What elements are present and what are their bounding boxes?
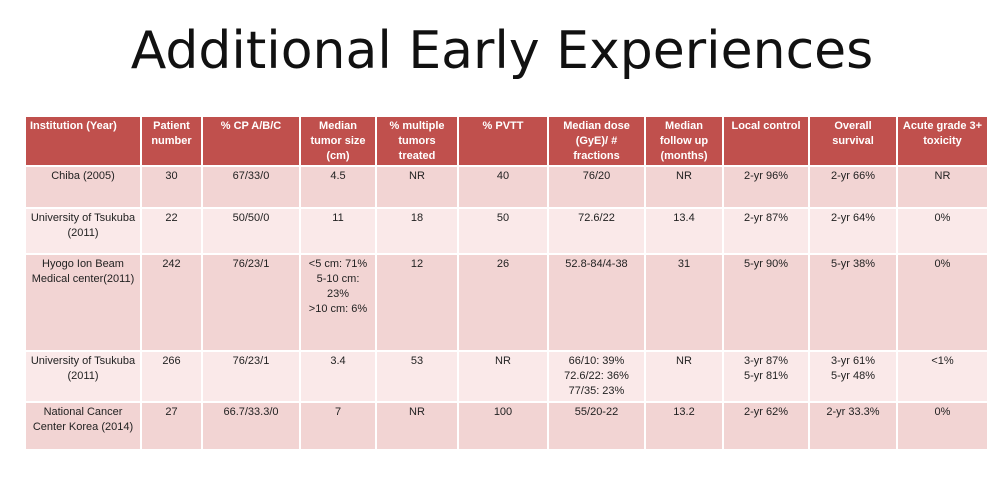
table-row: Hyogo Ion Beam Medical center(2011) 242 … bbox=[26, 254, 989, 352]
cell-median-follow-up: 13.4 bbox=[645, 208, 724, 255]
header-median-follow-up: Median follow up (months) bbox=[645, 117, 724, 167]
cell-median-dose: 76/20 bbox=[548, 166, 646, 209]
cell-multiple-tumors: 53 bbox=[376, 351, 459, 403]
cell-multiple-tumors: 12 bbox=[376, 254, 459, 352]
cell-overall-survival: 2-yr 33.3% bbox=[809, 402, 898, 451]
cell-institution: University of Tsukuba (2011) bbox=[26, 351, 142, 403]
cell-institution: National Cancer Center Korea (2014) bbox=[26, 402, 142, 451]
cell-acute-toxicity: NR bbox=[897, 166, 989, 209]
cell-local-control: 5-yr 90% bbox=[723, 254, 810, 352]
cell-median-dose: 52.8-84/4-38 bbox=[548, 254, 646, 352]
header-multiple-tumors: % multiple tumors treated bbox=[376, 117, 459, 167]
table-row: National Cancer Center Korea (2014) 27 6… bbox=[26, 402, 989, 451]
cell-cp-abc: 66.7/33.3/0 bbox=[202, 402, 301, 451]
cell-cp-abc: 67/33/0 bbox=[202, 166, 301, 209]
header-overall-survival: Overall survival bbox=[809, 117, 898, 167]
cell-median-tumor-size: <5 cm: 71% 5-10 cm: 23% >10 cm: 6% bbox=[300, 254, 377, 352]
header-acute-toxicity: Acute grade 3+ toxicity bbox=[897, 117, 989, 167]
cell-patient-number: 22 bbox=[141, 208, 203, 255]
cell-multiple-tumors: 18 bbox=[376, 208, 459, 255]
header-patient-number: Patient number bbox=[141, 117, 203, 167]
cell-acute-toxicity: 0% bbox=[897, 402, 989, 451]
cell-local-control: 2-yr 87% bbox=[723, 208, 810, 255]
table-row: University of Tsukuba (2011) 266 76/23/1… bbox=[26, 351, 989, 403]
header-institution: Institution (Year) bbox=[26, 117, 142, 167]
cell-institution: Chiba (2005) bbox=[26, 166, 142, 209]
cell-median-follow-up: 31 bbox=[645, 254, 724, 352]
slide-title: Additional Early Experiences bbox=[130, 21, 874, 81]
cell-overall-survival: 2-yr 64% bbox=[809, 208, 898, 255]
cell-median-dose: 66/10: 39% 72.6/22: 36% 77/35: 23% bbox=[548, 351, 646, 403]
cell-median-dose: 72.6/22 bbox=[548, 208, 646, 255]
table-row: Chiba (2005) 30 67/33/0 4.5 NR 40 76/20 … bbox=[26, 166, 989, 209]
cell-multiple-tumors: NR bbox=[376, 402, 459, 451]
header-cp-abc: % CP A/B/C bbox=[202, 117, 301, 167]
cell-acute-toxicity: <1% bbox=[897, 351, 989, 403]
header-median-dose: Median dose (GyE)/ # fractions bbox=[548, 117, 646, 167]
cell-pvtt: 50 bbox=[458, 208, 549, 255]
cell-median-tumor-size: 11 bbox=[300, 208, 377, 255]
cell-pvtt: 100 bbox=[458, 402, 549, 451]
cell-median-tumor-size: 7 bbox=[300, 402, 377, 451]
cell-pvtt: 40 bbox=[458, 166, 549, 209]
cell-median-dose: 55/20-22 bbox=[548, 402, 646, 451]
cell-pvtt: NR bbox=[458, 351, 549, 403]
cell-local-control: 3-yr 87% 5-yr 81% bbox=[723, 351, 810, 403]
cell-median-tumor-size: 3.4 bbox=[300, 351, 377, 403]
cell-acute-toxicity: 0% bbox=[897, 254, 989, 352]
cell-institution: Hyogo Ion Beam Medical center(2011) bbox=[26, 254, 142, 352]
cell-patient-number: 266 bbox=[141, 351, 203, 403]
cell-local-control: 2-yr 96% bbox=[723, 166, 810, 209]
cell-cp-abc: 76/23/1 bbox=[202, 351, 301, 403]
cell-patient-number: 242 bbox=[141, 254, 203, 352]
header-local-control: Local control bbox=[723, 117, 810, 167]
table-row: University of Tsukuba (2011) 22 50/50/0 … bbox=[26, 208, 989, 255]
cell-local-control: 2-yr 62% bbox=[723, 402, 810, 451]
cell-median-follow-up: 13.2 bbox=[645, 402, 724, 451]
header-pvtt: % PVTT bbox=[458, 117, 549, 167]
cell-overall-survival: 5-yr 38% bbox=[809, 254, 898, 352]
cell-overall-survival: 3-yr 61% 5-yr 48% bbox=[809, 351, 898, 403]
cell-patient-number: 27 bbox=[141, 402, 203, 451]
header-median-tumor-size: Median tumor size (cm) bbox=[300, 117, 377, 167]
cell-pvtt: 26 bbox=[458, 254, 549, 352]
cell-patient-number: 30 bbox=[141, 166, 203, 209]
cell-multiple-tumors: NR bbox=[376, 166, 459, 209]
cell-overall-survival: 2-yr 66% bbox=[809, 166, 898, 209]
table-header-row: Institution (Year) Patient number % CP A… bbox=[26, 117, 989, 167]
cell-median-tumor-size: 4.5 bbox=[300, 166, 377, 209]
cell-cp-abc: 76/23/1 bbox=[202, 254, 301, 352]
cell-acute-toxicity: 0% bbox=[897, 208, 989, 255]
cell-cp-abc: 50/50/0 bbox=[202, 208, 301, 255]
cell-median-follow-up: NR bbox=[645, 351, 724, 403]
cell-median-follow-up: NR bbox=[645, 166, 724, 209]
cell-institution: University of Tsukuba (2011) bbox=[26, 208, 142, 255]
experience-table: Institution (Year) Patient number % CP A… bbox=[26, 117, 989, 451]
